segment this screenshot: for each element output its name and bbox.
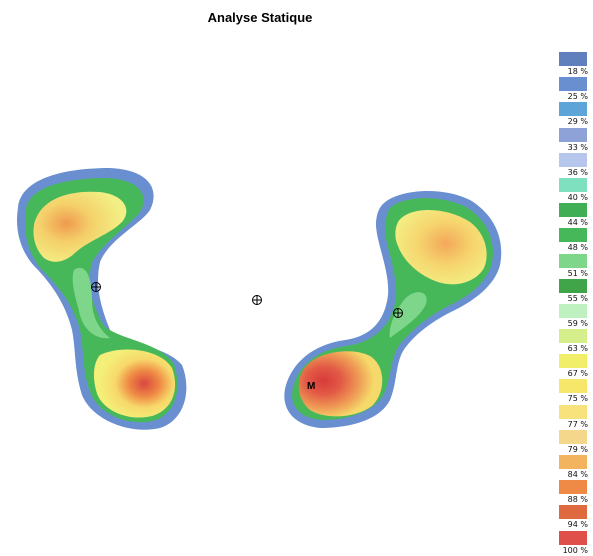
right-foot-center-marker	[393, 308, 403, 318]
legend-swatch	[559, 405, 587, 419]
legend-swatch	[559, 228, 587, 242]
legend-item: 40 %	[556, 178, 590, 203]
legend-swatch	[559, 153, 587, 167]
legend-item: 94 %	[556, 505, 590, 530]
legend-item: 48 %	[556, 228, 590, 253]
legend-swatch	[559, 354, 587, 368]
pressure-legend: 18 % 25 % 29 % 33 % 36 % 40 % 44 % 48 % 51 % 55 %…	[556, 52, 590, 556]
legend-item: 25 %	[556, 77, 590, 102]
legend-item: 100 %	[556, 531, 590, 556]
legend-label: 36 %	[568, 168, 588, 177]
legend-swatch	[559, 531, 587, 545]
legend-label: 51 %	[568, 269, 588, 278]
legend-item: 59 %	[556, 304, 590, 329]
legend-label: 59 %	[568, 319, 588, 328]
global-center-marker	[252, 295, 262, 305]
legend-swatch	[559, 254, 587, 268]
legend-swatch	[559, 430, 587, 444]
legend-swatch	[559, 455, 587, 469]
legend-item: 33 %	[556, 128, 590, 153]
legend-swatch	[559, 203, 587, 217]
legend-item: 84 %	[556, 455, 590, 480]
legend-swatch	[559, 279, 587, 293]
legend-label: 84 %	[568, 470, 588, 479]
legend-label: 77 %	[568, 420, 588, 429]
legend-swatch	[559, 505, 587, 519]
legend-item: 75 %	[556, 379, 590, 404]
legend-label: 18 %	[568, 67, 588, 76]
legend-item: 18 %	[556, 52, 590, 77]
legend-swatch	[559, 480, 587, 494]
legend-label: 63 %	[568, 344, 588, 353]
legend-item: 44 %	[556, 203, 590, 228]
legend-label: 55 %	[568, 294, 588, 303]
legend-swatch	[559, 304, 587, 318]
left-foot-print	[17, 168, 186, 430]
legend-item: 77 %	[556, 405, 590, 430]
legend-item: 51 %	[556, 254, 590, 279]
legend-label: 75 %	[568, 394, 588, 403]
legend-label: 44 %	[568, 218, 588, 227]
legend-item: 63 %	[556, 329, 590, 354]
legend-label: 25 %	[568, 92, 588, 101]
legend-label: 94 %	[568, 520, 588, 529]
right-foot-print	[284, 191, 501, 428]
legend-item: 36 %	[556, 153, 590, 178]
legend-label: 40 %	[568, 193, 588, 202]
legend-swatch	[559, 128, 587, 142]
legend-swatch	[559, 379, 587, 393]
legend-swatch	[559, 329, 587, 343]
legend-label: 100 %	[563, 546, 588, 555]
legend-item: 88 %	[556, 480, 590, 505]
legend-label: 33 %	[568, 143, 588, 152]
legend-label: 48 %	[568, 243, 588, 252]
legend-swatch	[559, 52, 587, 66]
left-foot-center-marker	[91, 282, 101, 292]
legend-label: 79 %	[568, 445, 588, 454]
legend-swatch	[559, 102, 587, 116]
legend-swatch	[559, 178, 587, 192]
legend-swatch	[559, 77, 587, 91]
legend-item: 79 %	[556, 430, 590, 455]
legend-label: 29 %	[568, 117, 588, 126]
legend-label: 67 %	[568, 369, 588, 378]
legend-item: 29 %	[556, 102, 590, 127]
legend-label: 88 %	[568, 495, 588, 504]
legend-item: 67 %	[556, 354, 590, 379]
legend-item: 55 %	[556, 279, 590, 304]
max-pressure-marker: M	[307, 381, 315, 392]
